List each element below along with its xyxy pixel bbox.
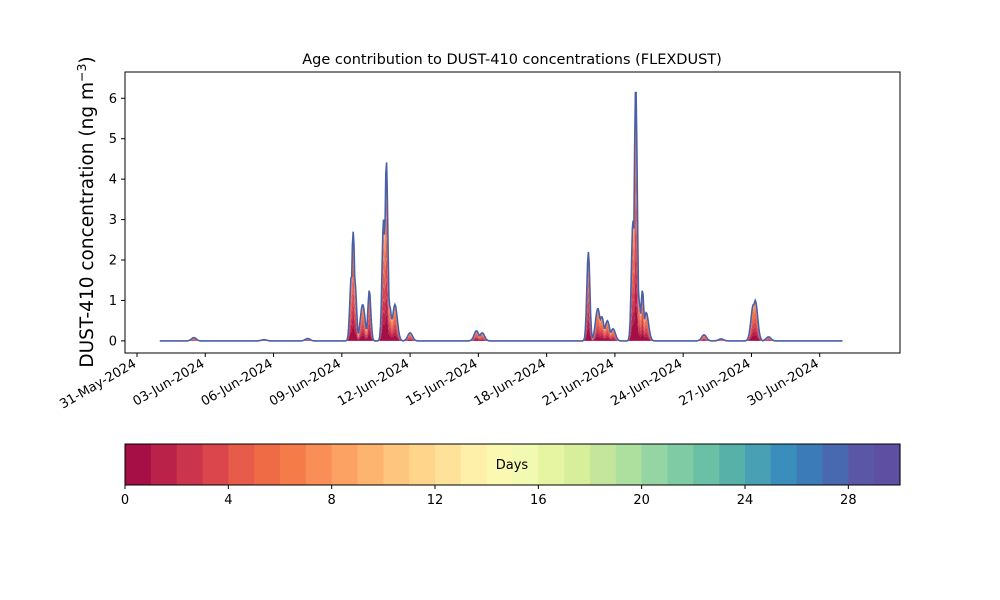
colorbar-cell (822, 444, 849, 485)
colorbar-cell (409, 444, 436, 485)
colorbar-tick-label: 8 (328, 493, 336, 508)
colorbar-tick-label: 0 (121, 493, 129, 508)
colorbar-cell (435, 444, 462, 485)
y-tick-label: 0 (109, 334, 117, 349)
age-layer-5 (159, 164, 843, 341)
colorbar-cell (125, 444, 152, 485)
x-tick-label: 12-Jun-2024 (335, 356, 412, 409)
colorbar-cell (254, 444, 281, 485)
colorbar-cell (796, 444, 824, 485)
age-colorbar: Days 0 4 8 12 16 20 24 28 (121, 443, 901, 508)
y-axis-ticks: 0 1 2 3 4 5 6 (109, 92, 125, 349)
age-layer-2 (159, 253, 843, 341)
x-tick-label: 03-Jun-2024 (130, 356, 207, 409)
colorbar-cell (228, 444, 255, 485)
age-layer-7 (159, 119, 843, 341)
colorbar-cell (150, 444, 178, 485)
chart-title: Age contribution to DUST-410 concentrati… (302, 52, 722, 68)
colorbar-cell (667, 444, 694, 485)
y-tick-label: 1 (109, 294, 117, 309)
colorbar-tick-label: 20 (633, 493, 650, 508)
y-tick-label: 2 (109, 254, 117, 269)
colorbar-tick-label: 24 (737, 493, 754, 508)
y-tick-label: 5 (109, 132, 117, 147)
age-layer-9 (159, 92, 843, 341)
colorbar-cell (719, 444, 746, 485)
age-layer-8 (159, 104, 843, 341)
y-tick-label: 6 (109, 92, 117, 107)
colorbar-tick-label: 12 (427, 493, 444, 508)
colorbar-cell (176, 444, 204, 485)
x-tick-label: 21-Jun-2024 (540, 356, 617, 409)
colorbar-label: Days (496, 458, 529, 473)
stacked-age-layers (159, 92, 843, 341)
x-tick-label: 30-Jun-2024 (745, 356, 822, 409)
colorbar-cell (564, 444, 591, 485)
colorbar-cell (615, 444, 643, 485)
x-tick-label: 18-Jun-2024 (472, 356, 549, 409)
y-tick-label: 4 (109, 173, 117, 188)
colorbar-cell (331, 444, 359, 485)
colorbar-cell (357, 444, 384, 485)
age-layer-6 (159, 139, 843, 341)
colorbar-cell (848, 444, 875, 485)
x-tick-label: 24-Jun-2024 (608, 356, 685, 409)
colorbar-cell (280, 444, 307, 485)
y-tick-label: 3 (109, 213, 117, 228)
colorbar-cell (512, 444, 539, 485)
colorbar-cell (538, 444, 565, 485)
y-axis-label-close: ) (77, 56, 98, 63)
y-axis-label: DUST-410 concentration (ng m−3) (74, 56, 98, 367)
x-tick-label: 27-Jun-2024 (677, 356, 754, 409)
age-layer-4 (159, 194, 843, 341)
colorbar-cell (590, 444, 617, 485)
colorbar-cell (745, 444, 772, 485)
colorbar-tick-label: 28 (840, 493, 857, 508)
colorbar-frame (124, 443, 901, 486)
colorbar-cell (460, 444, 488, 485)
x-tick-label: 09-Jun-2024 (267, 356, 344, 409)
total-concentration-line (159, 91, 843, 342)
age-layer-1 (159, 278, 843, 341)
plot-frame (124, 71, 901, 354)
x-tick-label: 06-Jun-2024 (199, 356, 276, 409)
colorbar-cell (770, 444, 798, 485)
y-axis-label-main: DUST-410 concentration (ng m (77, 82, 98, 368)
colorbar-cell (202, 444, 229, 485)
colorbar-cell (874, 444, 901, 485)
colorbar-cell (641, 444, 669, 485)
x-tick-label: 15-Jun-2024 (404, 356, 481, 409)
colorbar-tick-label: 4 (224, 493, 232, 508)
colorbar-cell (305, 444, 333, 485)
age-layer-3 (159, 224, 843, 341)
colorbar-ticks: 0 4 8 12 16 20 24 28 (121, 485, 857, 508)
colorbar-tick-label: 16 (530, 493, 547, 508)
colorbar-cell (693, 444, 720, 485)
age-layer-0 (159, 303, 843, 341)
plot-area: 31-May-202403-Jun-202406-Jun-202409-Jun-… (57, 71, 901, 412)
x-tick-label: 31-May-2024 (57, 356, 139, 412)
colorbar-cell (486, 444, 514, 485)
colorbar-cell (383, 444, 410, 485)
x-axis-ticks: 31-May-202403-Jun-202406-Jun-202409-Jun-… (57, 353, 822, 412)
y-axis-label-exponent: −3 (74, 64, 89, 82)
colorbar-cells (125, 444, 901, 485)
